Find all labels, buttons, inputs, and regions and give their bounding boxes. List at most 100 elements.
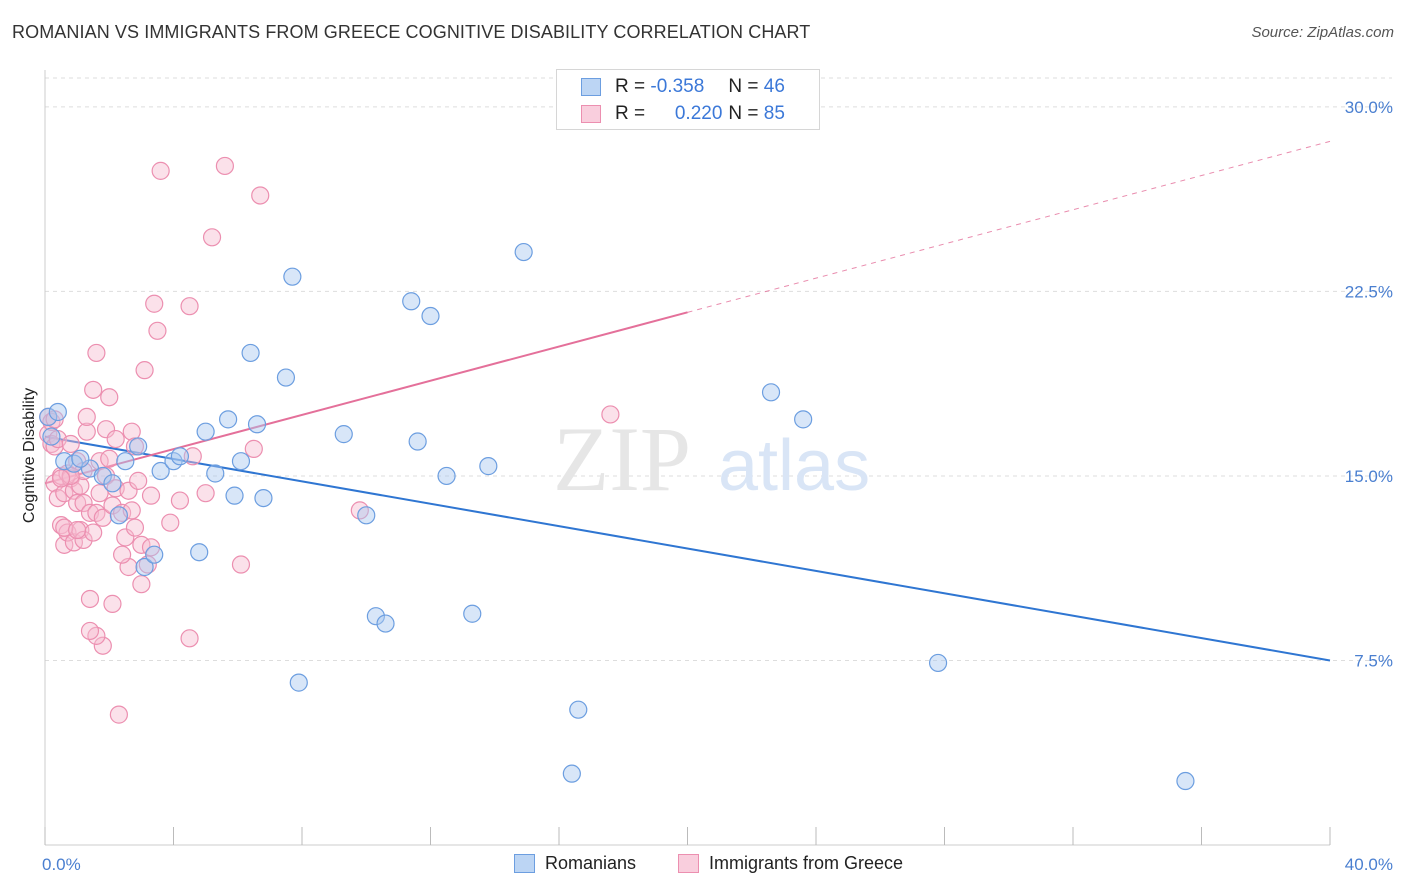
data-point-blue xyxy=(479,457,498,476)
trend-line-pink xyxy=(44,311,688,485)
data-point-pink xyxy=(119,481,138,500)
data-point-blue xyxy=(402,292,421,311)
data-point-blue xyxy=(1176,771,1195,791)
series-legend: Romanians Immigrants from Greece xyxy=(0,853,1406,877)
trend-layer xyxy=(44,140,1331,662)
data-point-pink xyxy=(71,476,90,495)
legend-label: Immigrants from Greece xyxy=(709,853,904,873)
data-point-pink xyxy=(103,594,122,613)
data-point-blue xyxy=(463,604,482,623)
data-point-pink xyxy=(61,434,80,454)
data-point-pink xyxy=(68,520,87,540)
data-point-pink xyxy=(202,228,222,247)
data-point-pink xyxy=(180,629,199,648)
label-layer: 7.5% 15.0% 22.5% 30.0% 0.0% 40.0% Cognitive Di… xyxy=(21,98,1393,874)
data-point-blue xyxy=(357,506,376,525)
source-label: Source: ZipAtlas.com xyxy=(1251,24,1394,41)
data-point-pink xyxy=(109,705,128,724)
legend-item-greece: Immigrants from Greece xyxy=(678,853,903,874)
data-point-blue xyxy=(93,466,112,486)
data-point-pink xyxy=(170,491,190,510)
legend-n-label: N = xyxy=(728,103,759,124)
data-point-blue xyxy=(145,545,164,564)
legend-item-romanians: Romanians xyxy=(514,853,636,874)
grid-layer xyxy=(45,77,1392,661)
data-point-blue xyxy=(190,543,209,562)
data-point-pink xyxy=(96,420,116,439)
data-point-blue xyxy=(334,425,353,444)
data-point-pink xyxy=(141,486,161,505)
data-point-pink xyxy=(145,294,164,313)
watermark-zip: ZIP xyxy=(553,408,691,510)
point-layer xyxy=(39,156,1195,791)
data-point-pink xyxy=(74,493,93,513)
data-point-blue xyxy=(376,614,395,633)
data-point-pink xyxy=(231,555,251,574)
data-point-pink xyxy=(80,589,100,609)
correlation-legend: R = -0.358 N = 46 R = 0.220 N = 85 xyxy=(556,69,820,130)
data-point-blue xyxy=(219,410,238,429)
data-point-blue xyxy=(514,242,533,262)
legend-row-romanians: R = -0.358 N = 46 xyxy=(581,75,785,99)
data-point-pink xyxy=(161,513,180,532)
legend-swatch-blue xyxy=(514,854,535,873)
data-point-pink xyxy=(112,545,132,564)
data-point-pink xyxy=(106,429,125,449)
legend-swatch-pink xyxy=(678,854,699,873)
data-point-pink xyxy=(180,297,199,316)
data-point-pink xyxy=(215,156,234,176)
y-tick-label: 15.0% xyxy=(1345,467,1393,486)
data-point-blue xyxy=(421,306,440,326)
data-point-blue xyxy=(276,368,296,387)
data-point-pink xyxy=(601,405,620,424)
data-point-blue xyxy=(408,432,427,451)
legend-label: Romanians xyxy=(545,853,637,873)
axis-layer xyxy=(44,70,1331,846)
data-point-pink xyxy=(138,555,157,574)
data-point-blue xyxy=(42,427,61,446)
legend-n-label: N = xyxy=(728,76,759,97)
data-point-pink xyxy=(251,186,270,205)
data-point-blue xyxy=(129,437,148,456)
legend-r-label: R = xyxy=(615,103,646,124)
data-point-blue xyxy=(761,383,781,402)
legend-swatch-blue xyxy=(581,78,601,96)
data-point-blue xyxy=(135,557,154,577)
data-point-pink xyxy=(77,407,96,427)
data-point-blue xyxy=(283,267,302,286)
data-point-pink xyxy=(51,469,71,488)
data-point-pink xyxy=(196,484,215,503)
data-point-blue xyxy=(241,343,260,363)
data-point-blue xyxy=(437,466,456,486)
data-point-pink xyxy=(183,447,202,466)
data-point-blue xyxy=(116,452,135,471)
data-point-pink xyxy=(42,412,61,431)
y-tick-label: 22.5% xyxy=(1345,282,1393,301)
data-point-pink xyxy=(84,380,103,399)
data-point-pink xyxy=(132,575,151,594)
data-point-pink xyxy=(151,161,170,180)
legend-n-value: 46 xyxy=(763,76,785,97)
data-point-pink xyxy=(100,388,119,407)
data-point-blue xyxy=(103,474,122,493)
data-point-pink xyxy=(80,621,100,641)
legend-swatch-pink xyxy=(581,105,601,123)
data-point-pink xyxy=(77,422,96,441)
data-point-blue xyxy=(151,461,170,481)
data-point-pink xyxy=(74,530,93,550)
data-point-blue xyxy=(196,422,215,441)
data-point-blue xyxy=(366,607,385,626)
data-point-blue xyxy=(109,506,128,525)
watermark: ZIP atlas xyxy=(553,408,870,510)
data-point-pink xyxy=(148,321,167,340)
data-point-blue xyxy=(231,452,251,471)
data-point-blue xyxy=(562,764,581,783)
data-point-blue xyxy=(170,447,190,466)
data-point-pink xyxy=(68,493,87,513)
legend-row-greece: R = 0.220 N = 85 xyxy=(581,102,785,126)
y-tick-label: 30.0% xyxy=(1345,98,1393,117)
data-point-blue xyxy=(71,449,90,468)
data-point-blue xyxy=(254,488,273,508)
data-point-pink xyxy=(129,471,148,490)
